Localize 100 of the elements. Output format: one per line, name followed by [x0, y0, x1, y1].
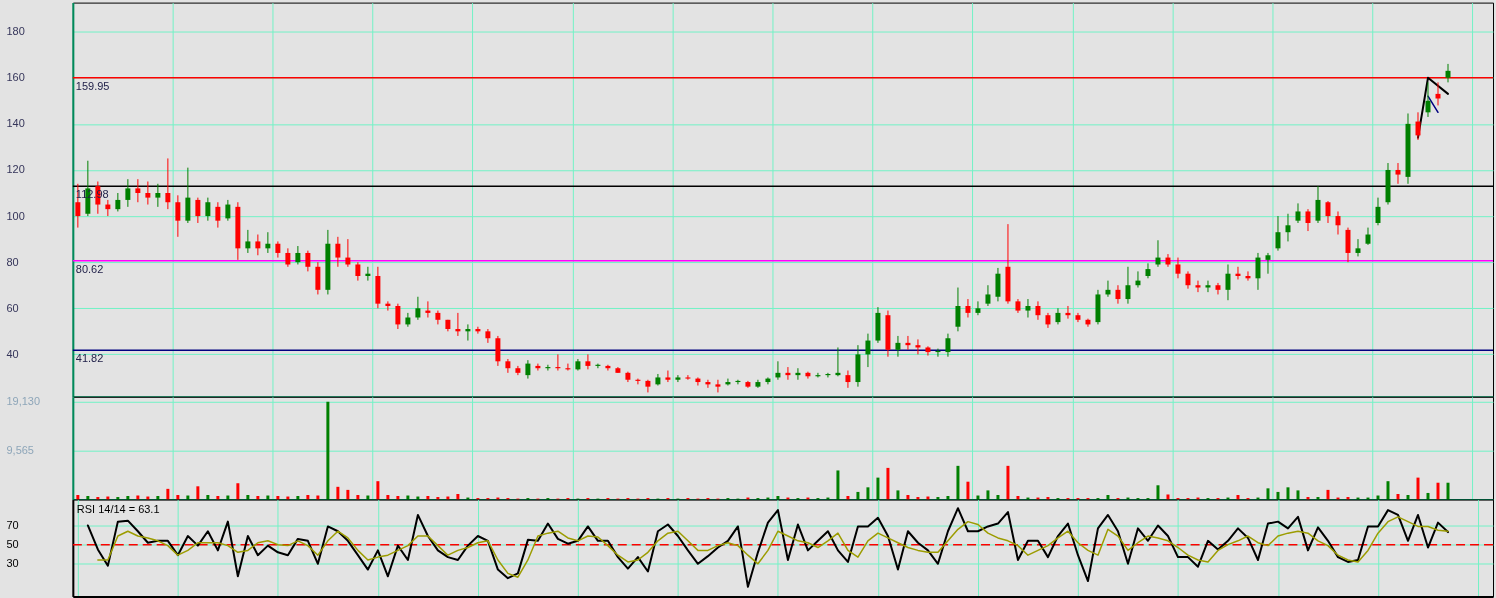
candlestick: [985, 284, 991, 307]
y-tick-label: 100: [6, 209, 25, 222]
candlestick: [155, 183, 161, 208]
candlestick: [1275, 215, 1281, 252]
candlestick: [335, 236, 341, 268]
candlestick: [145, 180, 151, 206]
y-tick-label: 50: [6, 538, 19, 551]
candlestick: [1315, 185, 1321, 224]
bar: [966, 481, 970, 500]
candlestick: [1175, 257, 1181, 279]
y-tick-label: 60: [6, 301, 19, 314]
bar: [1326, 489, 1330, 500]
bar: [236, 483, 240, 500]
candlestick: [1325, 200, 1331, 224]
candlestick: [1295, 202, 1301, 224]
candlestick: [225, 199, 231, 222]
candlestick: [865, 333, 871, 368]
y-tick-label: 30: [6, 557, 19, 570]
candlestick: [845, 370, 851, 389]
candlestick: [645, 379, 651, 393]
y-tick-label: 180: [6, 25, 25, 38]
candlestick: [495, 335, 501, 367]
bar: [166, 488, 170, 500]
y-tick-label: 9,565: [6, 444, 34, 457]
candlestick: [1345, 227, 1351, 263]
bar: [876, 477, 880, 500]
bar: [866, 487, 870, 500]
candlestick: [895, 335, 901, 358]
candlestick: [115, 192, 121, 212]
candlestick: [1225, 263, 1231, 301]
candlestick: [1365, 227, 1371, 246]
bar: [1386, 481, 1390, 500]
candlestick: [1285, 213, 1291, 242]
bar: [1156, 485, 1160, 500]
line-series: [97, 516, 1449, 578]
candlestick: [205, 197, 211, 222]
bar: [1266, 488, 1270, 500]
candlestick: [275, 240, 281, 259]
candlestick: [1265, 252, 1271, 275]
candlestick: [1355, 238, 1361, 257]
candlestick: [945, 333, 951, 358]
candlestick: [165, 157, 171, 210]
candlestick: [215, 201, 221, 229]
bar: [896, 490, 900, 500]
bar: [956, 465, 960, 500]
bar: [1006, 465, 1010, 500]
y-tick-label: 40: [6, 347, 19, 360]
candlestick: [585, 353, 591, 370]
candlestick: [955, 287, 961, 332]
candlestick: [1195, 280, 1201, 293]
candlestick: [315, 261, 321, 295]
candlestick: [195, 197, 201, 224]
candlestick: [1035, 300, 1041, 321]
candlestick: [1335, 210, 1341, 236]
candlestick: [355, 261, 361, 282]
y-tick-label: 120: [6, 163, 25, 176]
ref-line-label: 159.95: [75, 79, 110, 92]
bar: [376, 481, 380, 500]
y-tick-label: 70: [6, 518, 19, 531]
candlestick: [965, 298, 971, 318]
bar: [346, 489, 350, 500]
bar: [336, 486, 340, 500]
candlestick: [525, 359, 531, 380]
candlestick: [665, 370, 671, 383]
y-tick-label: 140: [6, 117, 25, 130]
candlestick: [1115, 284, 1121, 305]
y-tick-label: 19,130: [6, 395, 41, 408]
bar: [196, 486, 200, 500]
candlestick: [1205, 280, 1211, 293]
candlestick: [975, 300, 981, 316]
candlestick: [255, 234, 261, 256]
candlestick: [305, 250, 311, 272]
candlestick: [395, 303, 401, 330]
candlestick: [1145, 262, 1151, 279]
bar: [1296, 490, 1300, 500]
candlestick: [685, 374, 691, 381]
candlestick: [185, 167, 191, 224]
candlestick: [125, 178, 131, 208]
candlestick: [485, 328, 491, 344]
candlestick: [285, 247, 291, 268]
bar: [326, 401, 330, 500]
ref-line-label: 80.62: [75, 262, 104, 275]
candlestick: [1305, 208, 1311, 232]
bar: [886, 467, 890, 500]
candlestick: [675, 374, 681, 383]
y-tick-label: 160: [6, 71, 25, 84]
bar: [1286, 487, 1290, 500]
candlestick: [1375, 197, 1381, 226]
candlestick: [925, 345, 931, 357]
candlestick: [1255, 252, 1261, 291]
candlestick: [505, 358, 511, 374]
bar: [836, 470, 840, 500]
candlestick: [135, 178, 141, 203]
candlestick: [1025, 298, 1031, 318]
candlestick: [995, 267, 1001, 302]
candlestick: [245, 229, 251, 254]
chart-title: RSI 14/14 = 63.1: [76, 502, 160, 515]
candlestick: [1215, 282, 1221, 295]
candlestick: [715, 379, 721, 393]
candlestick: [295, 245, 301, 265]
